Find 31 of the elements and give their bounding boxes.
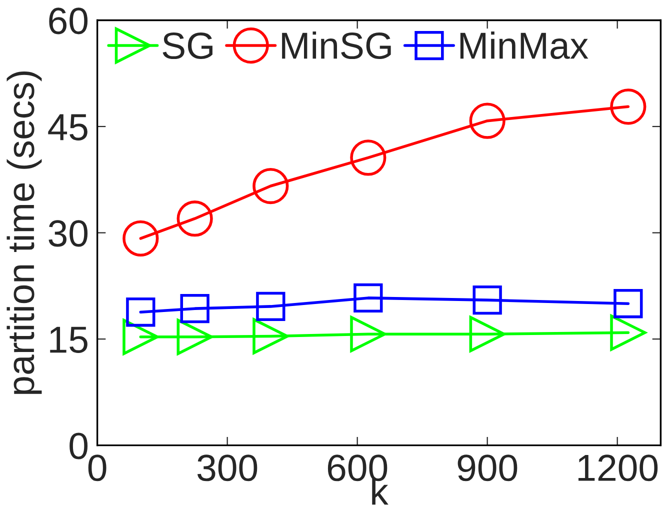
point	[126, 298, 156, 327]
point	[122, 318, 159, 355]
point	[472, 285, 502, 315]
point	[354, 283, 383, 313]
y-tick-label: 45	[48, 114, 88, 140]
x-tick-label: 900	[458, 454, 518, 482]
legend-label: SG	[162, 32, 212, 60]
point	[122, 220, 159, 256]
x-tick-label: 0	[88, 454, 106, 482]
point	[180, 294, 210, 324]
point	[256, 292, 286, 322]
point	[350, 316, 386, 352]
point	[610, 314, 646, 351]
x-tick-label: 1200	[578, 454, 658, 482]
point	[469, 316, 506, 352]
y-tick-label: 0	[70, 432, 88, 460]
point	[176, 200, 213, 237]
x-tick-label: 300	[197, 454, 258, 482]
point	[252, 318, 289, 354]
y-tick-label: 30	[48, 220, 88, 247]
y-tick-label: 60	[49, 8, 88, 34]
y-tick-label: 15	[50, 326, 88, 353]
point	[252, 168, 289, 204]
point	[350, 140, 386, 176]
legend-label: MinSG	[282, 31, 391, 60]
y-axis-title: partition time (secs)	[6, 72, 42, 394]
point	[176, 318, 213, 355]
legend-label: MinMax	[460, 31, 588, 60]
point	[614, 289, 643, 318]
point	[469, 102, 506, 139]
point	[610, 88, 646, 125]
